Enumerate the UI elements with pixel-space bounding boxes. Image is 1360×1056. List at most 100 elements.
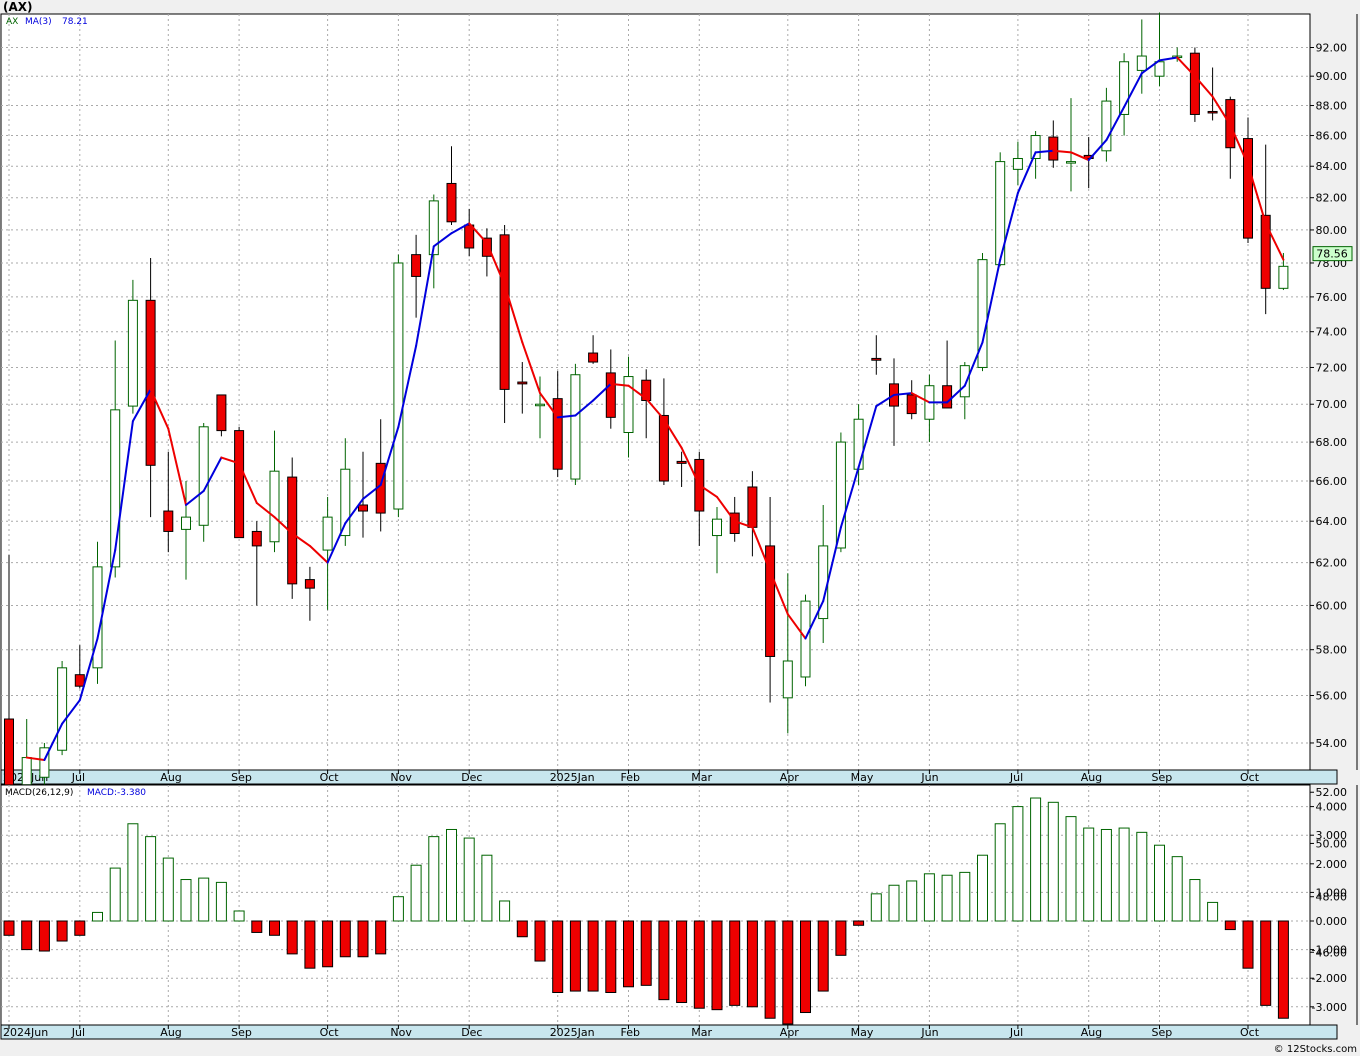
macd-bar-negative: [1278, 921, 1288, 1018]
macd-bar-positive: [1066, 817, 1076, 921]
macd-bar-positive: [447, 829, 457, 921]
candle-down: [217, 395, 226, 431]
candle-up: [960, 366, 969, 397]
macd-bar-negative: [694, 921, 704, 1008]
macd-bar-negative: [624, 921, 634, 987]
macd-bar-positive: [978, 855, 988, 921]
macd-bar-positive: [924, 874, 934, 921]
macd-bar-negative: [606, 921, 616, 993]
macd-time-tick-label: Nov: [390, 1026, 412, 1039]
time-tick-label: Apr: [780, 771, 800, 784]
macd-time-tick-label: Aug: [160, 1026, 181, 1039]
candle-up: [270, 471, 279, 542]
price-tick-label: 60.00: [1316, 599, 1348, 612]
price-tick-label: 86.00: [1316, 130, 1348, 143]
macd-bar-positive: [199, 878, 209, 921]
candle-up: [536, 404, 545, 406]
candle-up: [323, 517, 332, 550]
macd-time-tick-label: Jul: [71, 1026, 85, 1039]
macd-time-tick-label: 2024Jun: [3, 1026, 48, 1039]
macd-panel: -3.000-2.000-1.0000.0001.0002.0003.0004.…: [1, 785, 1357, 1039]
macd-bar-positive: [1013, 807, 1023, 921]
candle-down: [677, 461, 686, 463]
price-tick-label: 52.00: [1316, 786, 1348, 799]
time-tick-label: May: [851, 771, 874, 784]
last-price-text: 78.56: [1316, 248, 1348, 261]
macd-tick-label: 0.000: [1316, 915, 1348, 928]
time-tick-label: 2025Jan: [550, 771, 595, 784]
candle-down: [943, 386, 952, 408]
candle-up: [854, 419, 863, 469]
macd-bar-positive: [464, 838, 474, 921]
macd-bar-negative: [836, 921, 846, 955]
macd-bar-positive: [234, 911, 244, 921]
macd-time-tick-label: Feb: [621, 1026, 640, 1039]
candle-up: [1031, 136, 1040, 159]
candle-up: [1013, 158, 1022, 169]
time-tick-label: Sep: [231, 771, 252, 784]
macd-bar-negative: [747, 921, 757, 1007]
candle-down: [872, 358, 881, 360]
macd-bar-positive: [907, 881, 917, 921]
macd-bar-positive: [1048, 802, 1058, 921]
macd-bar-negative: [57, 921, 67, 941]
macd-bar-negative: [323, 921, 333, 967]
macd-bar-negative: [854, 921, 864, 925]
price-tick-label: 88.00: [1316, 100, 1348, 113]
macd-bar-negative: [270, 921, 280, 935]
time-axis-band: [1, 770, 1337, 784]
macd-time-tick-label: May: [851, 1026, 874, 1039]
macd-bar-positive: [995, 824, 1005, 921]
candle-down: [553, 399, 562, 470]
price-tick-label: 54.00: [1316, 737, 1348, 750]
macd-bar-negative: [340, 921, 350, 957]
candle-up: [1137, 56, 1146, 70]
macd-time-tick-label: Oct: [320, 1026, 340, 1039]
price-tick-label: 80.00: [1316, 224, 1348, 237]
macd-bar-positive: [1084, 828, 1094, 921]
macd-time-tick-label: Sep: [1152, 1026, 1173, 1039]
macd-bar-negative: [305, 921, 315, 968]
macd-bar-negative: [818, 921, 828, 991]
candle-up: [22, 758, 31, 785]
macd-bar-positive: [1155, 845, 1165, 921]
macd-bar-positive: [429, 837, 439, 921]
macd-bar-negative: [252, 921, 262, 932]
candle-down: [518, 382, 527, 384]
time-tick-label: Jul: [1009, 771, 1023, 784]
time-tick-label: Jul: [71, 771, 85, 784]
price-tick-label: 64.00: [1316, 515, 1348, 528]
macd-bar-negative: [641, 921, 651, 985]
macd-time-tick-label: Mar: [691, 1026, 712, 1039]
macd-bar-positive: [1137, 832, 1147, 921]
macd-bar-negative: [376, 921, 386, 954]
macd-time-tick-label: Oct: [1240, 1026, 1260, 1039]
price-tick-label: 90.00: [1316, 70, 1348, 83]
macd-bar-negative: [4, 921, 14, 935]
macd-bar-positive: [871, 894, 881, 921]
price-tick-label: 92.00: [1316, 42, 1348, 55]
macd-bar-positive: [482, 855, 492, 921]
time-tick-label: Sep: [1152, 771, 1173, 784]
macd-time-tick-label: Aug: [1081, 1026, 1102, 1039]
candle-up: [394, 263, 403, 509]
price-tick-label: 62.00: [1316, 557, 1348, 570]
candle-down: [589, 353, 598, 362]
macd-bar-positive: [393, 897, 403, 921]
macd-bar-positive: [110, 868, 120, 921]
macd-time-tick-label: Apr: [780, 1026, 800, 1039]
candle-up: [128, 300, 137, 406]
time-tick-label: Oct: [320, 771, 340, 784]
candle-down: [75, 675, 84, 687]
legend-ma-label: MA(3): [25, 17, 52, 27]
macd-bar-negative: [659, 921, 669, 1000]
macd-value-label: MACD:-3.380: [87, 788, 146, 798]
macd-tick-label: -3.000: [1312, 1001, 1347, 1014]
macd-time-tick-label: 2025Jan: [550, 1026, 595, 1039]
price-tick-label: 70.00: [1316, 398, 1348, 411]
price-tick-label: 68.00: [1316, 436, 1348, 449]
candle-down: [164, 511, 173, 531]
macd-bar-negative: [801, 921, 811, 1013]
candle-down: [235, 431, 244, 538]
